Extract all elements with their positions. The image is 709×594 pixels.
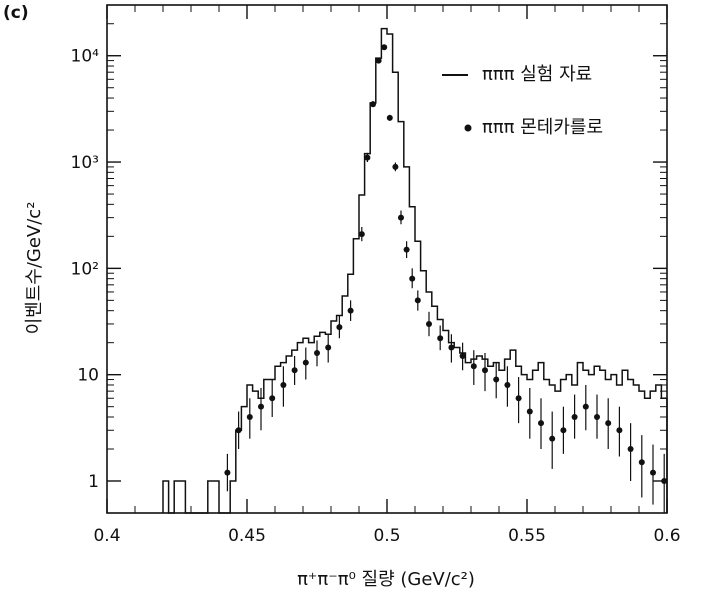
mc-data-point (414, 297, 421, 304)
histogram-step-line (162, 27, 668, 514)
y-axis-ticks: 1 10 10² 10³ 10⁴ (71, 4, 667, 492)
mc-data-point (280, 381, 287, 388)
mc-data-point (582, 403, 589, 410)
mc-data-point (482, 367, 488, 374)
mc-data-point (314, 349, 320, 356)
mc-data-point (437, 335, 444, 342)
mc-data-point (650, 469, 656, 476)
mc-data-point (381, 44, 388, 51)
mc-data-point (235, 427, 242, 434)
x-tick-label: 0.6 (653, 526, 680, 546)
mc-data-point (448, 344, 455, 351)
mc-data-point (302, 359, 309, 366)
mc-data-point (258, 403, 264, 410)
legend-label-monte-carlo: πππ 몬테카를로 (482, 117, 603, 138)
mc-data-point (627, 445, 634, 452)
mc-data-point (386, 114, 393, 121)
mc-data-point (526, 408, 533, 415)
y-tick-label: 10² (71, 259, 99, 279)
y-tick-label: 10⁴ (71, 47, 100, 67)
mc-data-point (549, 435, 556, 442)
x-axis-title: π⁺π⁻π⁰ 질량 (GeV/c²) (297, 569, 475, 590)
mc-data-point (616, 427, 623, 434)
mc-data-point (459, 352, 466, 359)
mc-data-point (370, 101, 376, 108)
mc-data-point (398, 214, 404, 221)
x-tick-label: 0.5 (373, 526, 400, 546)
mc-data-point (409, 275, 416, 282)
mc-data-point (269, 395, 276, 402)
legend: πππ 실험 자료 πππ 몬테카를로 (442, 64, 603, 138)
mc-data-point (538, 420, 544, 427)
panel-label: (c) (3, 3, 29, 23)
x-axis-ticks: 0.4 0.45 0.5 0.55 0.6 (93, 5, 681, 546)
mc-data-point (347, 307, 354, 314)
legend-label-data: πππ 실험 자료 (482, 64, 592, 85)
x-tick-label: 0.4 (93, 526, 120, 546)
x-tick-label: 0.55 (508, 526, 546, 546)
mc-data-point (571, 413, 578, 420)
mc-data-point (594, 413, 600, 420)
mc-data-point (493, 376, 500, 383)
mc-data-point (358, 231, 365, 238)
mc-data-point (638, 459, 645, 466)
mc-data-point (375, 57, 382, 64)
mc-data-point (325, 344, 332, 351)
legend-dot-marker (464, 124, 472, 132)
mc-data-point (661, 477, 668, 484)
series-monte-carlo-points (224, 44, 668, 513)
y-tick-label: 10³ (71, 153, 99, 173)
mc-data-point (515, 395, 522, 402)
mc-data-point (605, 420, 612, 427)
mc-data-point (403, 246, 410, 253)
mc-data-point (246, 413, 253, 420)
mc-data-point (364, 154, 371, 161)
mc-data-point (291, 367, 298, 374)
y-tick-label: 1 (88, 472, 99, 492)
mc-data-point (426, 320, 432, 327)
mc-data-point (336, 324, 343, 331)
mc-data-point (560, 427, 567, 434)
y-tick-label: 10 (77, 366, 99, 386)
mc-data-point (392, 163, 399, 170)
mc-data-point (470, 363, 477, 370)
series-data-histogram (162, 27, 668, 514)
mc-data-point (504, 381, 511, 388)
mc-data-point (224, 469, 231, 476)
y-axis-title: 이벤트수/GeV/c² (24, 202, 45, 335)
x-tick-label: 0.45 (228, 526, 266, 546)
